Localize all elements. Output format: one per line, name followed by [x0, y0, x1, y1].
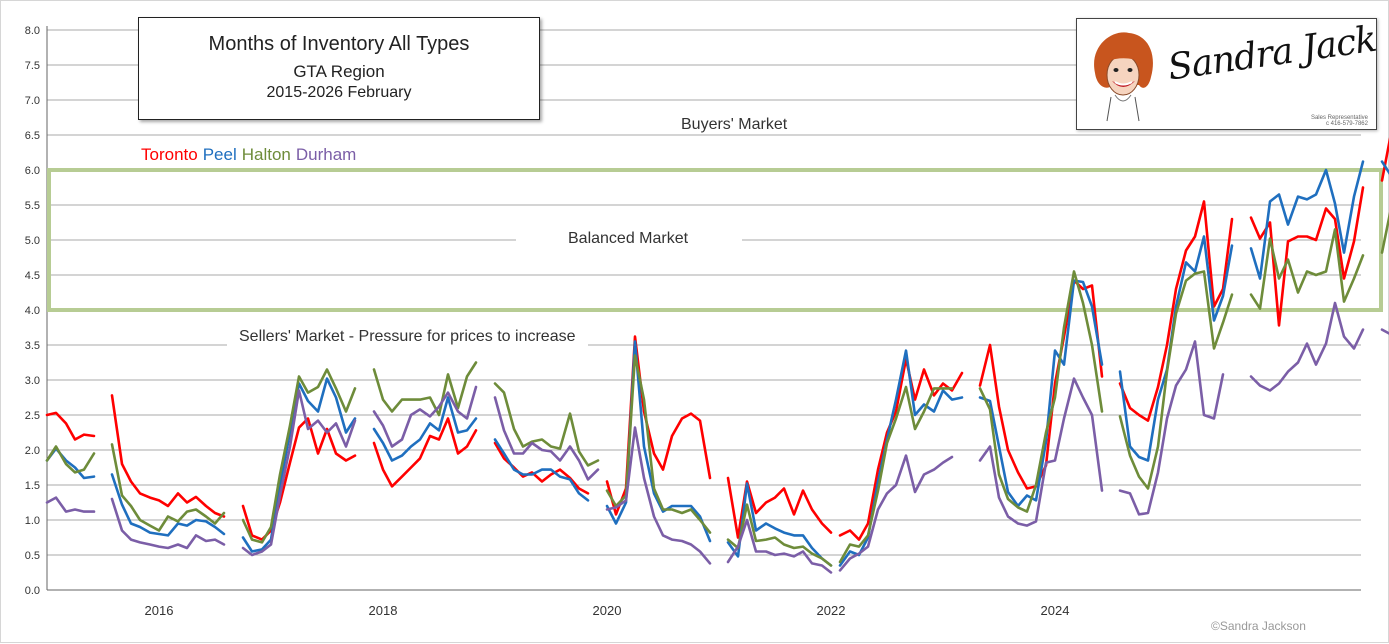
series-line-toronto	[241, 417, 357, 541]
series-halton	[45, 211, 1389, 567]
series-line-peel	[110, 473, 226, 537]
copyright-text: ©Sandra Jackson	[1211, 619, 1306, 633]
avatar-caricature	[1094, 32, 1153, 122]
series-line-toronto	[45, 411, 96, 441]
legend: Toronto Peel Halton Durham	[141, 145, 361, 165]
series-line-durham	[1380, 328, 1389, 335]
y-axis-ticks: 0.0 0.5 1.0 1.5 2.0 2.5 3.0 3.5 4.0 4.5 5.0 5.5 6.0 6…	[25, 25, 40, 597]
series-line-toronto	[1118, 200, 1234, 422]
series-line-toronto	[1249, 186, 1365, 327]
series-line-peel	[241, 377, 357, 553]
legend-durham: Durham	[295, 145, 357, 164]
y-tick-label: 1.0	[25, 515, 40, 527]
series-line-toronto	[372, 417, 478, 488]
series-line-durham	[241, 389, 357, 557]
series-line-peel	[493, 438, 590, 502]
series-line-durham	[605, 426, 712, 565]
series-line-peel	[1249, 160, 1365, 280]
x-tick-label: 2024	[1041, 603, 1070, 618]
y-tick-label: 0.5	[25, 550, 40, 562]
y-tick-label: 4.5	[25, 270, 40, 282]
series-line-durham	[45, 496, 96, 513]
legend-halton: Halton	[241, 145, 291, 164]
y-tick-label: 4.0	[25, 305, 40, 317]
series-line-halton	[493, 382, 600, 467]
series-line-durham	[493, 396, 600, 481]
series-line-durham	[1118, 340, 1225, 516]
series-line-durham	[1249, 301, 1365, 392]
legend-toronto: Toronto	[141, 145, 198, 164]
y-tick-label: 7.0	[25, 95, 40, 107]
series-line-toronto	[1380, 137, 1389, 182]
balanced-band-rect	[47, 168, 1383, 312]
series-line-peel	[978, 279, 1104, 508]
series-durham	[45, 301, 1389, 574]
series-line-durham	[838, 454, 954, 572]
series-line-halton	[1118, 270, 1234, 490]
y-tick-label: 1.5	[25, 480, 40, 492]
series-line-halton	[45, 445, 96, 474]
series-line-halton	[838, 385, 954, 564]
legend-peel: Peel	[202, 145, 237, 164]
chart-subtitle-region: GTA Region	[293, 62, 385, 81]
y-tick-label: 2.0	[25, 445, 40, 457]
y-tick-label: 7.5	[25, 60, 40, 72]
series-line-halton	[372, 361, 478, 417]
y-tick-label: 2.5	[25, 410, 40, 422]
series-line-peel	[605, 340, 712, 543]
x-tick-label: 2020	[593, 603, 622, 618]
series-line-halton	[605, 354, 712, 534]
series-line-peel	[726, 482, 833, 567]
series-line-toronto	[838, 357, 964, 541]
logo-phone: c 416-579-7862	[1325, 121, 1368, 127]
logo-role: Sales Representative	[1310, 115, 1368, 121]
series-line-durham	[110, 497, 226, 550]
series-line-halton	[110, 443, 226, 532]
series-line-halton	[1249, 228, 1365, 310]
y-tick-label: 3.0	[25, 375, 40, 387]
series-line-durham	[978, 377, 1104, 527]
x-tick-label: 2016	[145, 603, 174, 618]
x-tick-label: 2022	[817, 603, 846, 618]
series-line-durham	[372, 385, 478, 448]
series-line-halton	[1380, 211, 1389, 254]
series-lines	[45, 137, 1389, 574]
y-tick-label: 8.0	[25, 25, 40, 37]
series-line-halton	[241, 368, 357, 544]
series-line-durham	[726, 518, 833, 574]
chart-title-box: Months of Inventory All Types GTA Region…	[138, 17, 540, 120]
balanced-market-band	[47, 168, 1383, 312]
x-axis-ticks: 2016 2018 2020 2022 2024	[145, 603, 1070, 618]
buyers-market-label: Buyers' Market	[605, 116, 879, 134]
series-line-toronto	[605, 335, 712, 516]
chart-subtitle-period: 2015-2026 February	[266, 84, 412, 101]
sellers-market-label: Sellers' Market - Pressure for prices to…	[227, 328, 588, 346]
balanced-market-label: Balanced Market	[516, 230, 743, 248]
series-line-halton	[726, 503, 833, 567]
y-tick-label: 5.0	[25, 235, 40, 247]
realtor-logo: Sandra Jackson Sales Representative c 41…	[1076, 18, 1377, 130]
series-line-peel	[1380, 160, 1389, 175]
x-tick-label: 2018	[369, 603, 398, 618]
y-tick-label: 0.0	[25, 585, 40, 597]
y-tick-label: 6.5	[25, 130, 40, 142]
y-tick-label: 5.5	[25, 200, 40, 212]
chart-title: Months of Inventory All Types	[208, 33, 470, 55]
series-line-toronto	[110, 394, 226, 518]
logo-signature: Sandra Jackson	[1165, 18, 1377, 89]
y-tick-label: 3.5	[25, 340, 40, 352]
series-line-halton	[978, 270, 1104, 513]
series-line-peel	[1118, 235, 1234, 462]
y-tick-label: 6.0	[25, 165, 40, 177]
series-line-peel	[372, 396, 478, 462]
